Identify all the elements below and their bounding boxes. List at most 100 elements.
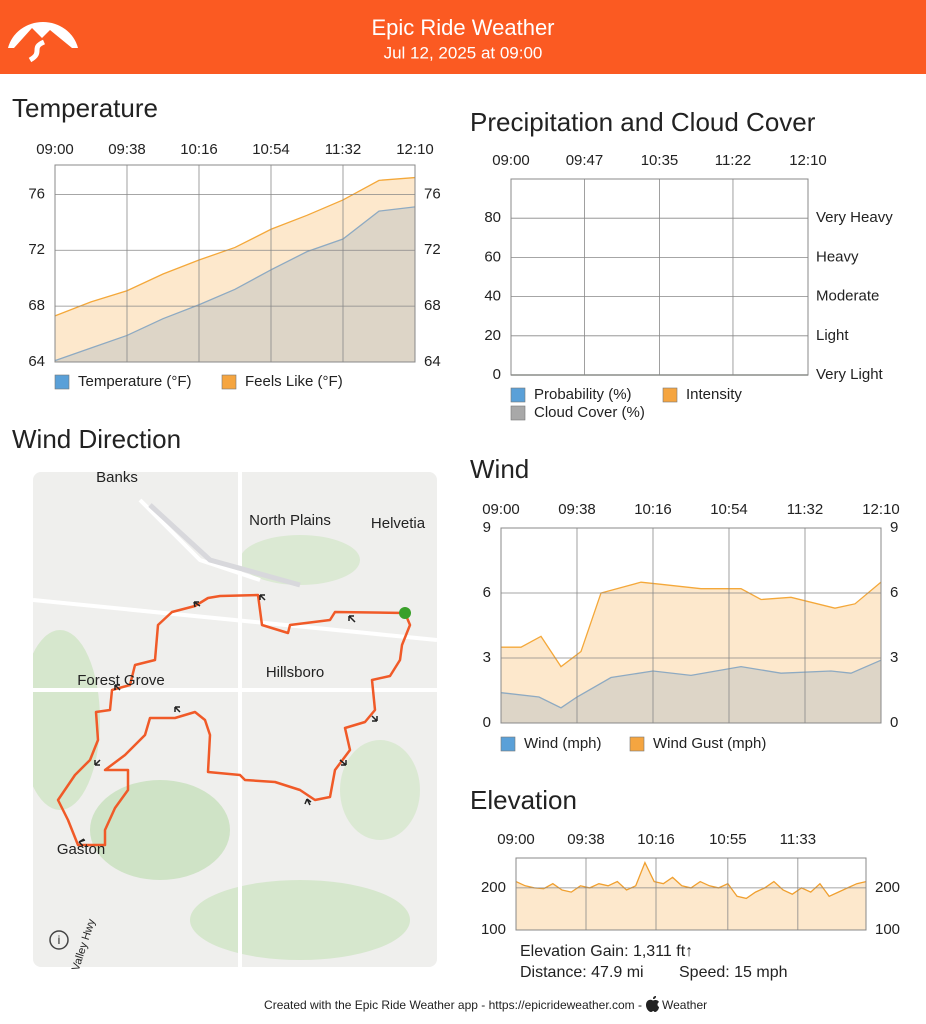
legend-label: Cloud Cover (%): [534, 404, 645, 421]
chart-title: Wind: [470, 454, 529, 484]
chart-title: Temperature: [12, 93, 158, 123]
header-bar: [0, 0, 926, 74]
x-tick-label: 12:10: [789, 152, 827, 169]
x-tick-label: 09:38: [108, 141, 146, 158]
x-tick-label: 10:55: [709, 831, 747, 848]
legend-label: Wind (mph): [524, 735, 602, 752]
y-tick-label: 0: [483, 714, 491, 731]
speed: Speed: 15 mph: [679, 964, 788, 981]
area-line: [500, 659, 882, 709]
y2-tick-label: Very Light: [816, 366, 884, 383]
y-tick-label-right: 68: [424, 297, 441, 314]
distance: Distance: 47.9 mi: [520, 964, 644, 981]
legend-label: Probability (%): [534, 386, 632, 403]
x-tick-label: 12:10: [396, 141, 434, 158]
y-tick-label: 40: [484, 288, 501, 305]
y2-tick-label: Very Heavy: [816, 209, 893, 226]
x-tick-label: 10:16: [634, 501, 672, 518]
y-tick-label: 3: [483, 649, 491, 666]
app-logo: [8, 21, 78, 63]
y-tick-label: 80: [484, 209, 501, 226]
legend-swatch: [510, 405, 526, 421]
x-tick-label: 09:00: [492, 152, 530, 169]
chart-title: Precipitation and Cloud Cover: [470, 107, 816, 137]
x-tick-label: 10:54: [252, 141, 290, 158]
x-tick-label: 11:33: [780, 831, 816, 848]
y-tick-label-right: 64: [424, 353, 441, 370]
svg-text:i: i: [58, 933, 61, 947]
x-tick-label: 09:38: [567, 831, 605, 848]
y2-tick-label: Moderate: [816, 288, 879, 305]
legend-label: Intensity: [686, 386, 742, 403]
chart-title: Elevation: [470, 785, 577, 815]
y2-tick-label: Light: [816, 327, 849, 344]
y-tick-label: 68: [28, 297, 45, 314]
legend-swatch: [500, 736, 516, 752]
y-tick-label: 60: [484, 248, 501, 265]
legend-label: Wind Gust (mph): [653, 735, 766, 752]
y-tick-label: 76: [28, 185, 45, 202]
x-tick-label: 10:35: [641, 152, 679, 169]
plot-border: [510, 178, 809, 376]
y-tick-label-right: 9: [890, 519, 898, 536]
app-title: Epic Ride Weather: [371, 15, 554, 40]
y-tick-label: 72: [28, 241, 45, 258]
place-label: Forest Grove: [77, 672, 165, 689]
legend-swatch: [629, 736, 645, 752]
y-tick-label: 100: [481, 921, 506, 938]
x-tick-label: 09:00: [482, 501, 520, 518]
y-tick-label-right: 6: [890, 584, 898, 601]
place-label: Helvetia: [371, 515, 426, 532]
x-tick-label: 11:32: [787, 501, 823, 518]
place-label: Gaston: [57, 841, 105, 858]
plot-border: [500, 527, 882, 724]
elevation-gain: Elevation Gain: 1,311 ft↑: [520, 943, 693, 960]
y-tick-label-right: 0: [890, 714, 898, 731]
x-tick-label: 12:10: [862, 501, 900, 518]
plot-border: [515, 857, 867, 931]
map-title: Wind Direction: [12, 424, 181, 454]
y-tick-label-right: 3: [890, 649, 898, 666]
x-tick-label: 09:00: [36, 141, 74, 158]
apple-logo: [646, 996, 659, 1012]
footer-credit: Created with the Epic Ride Weather app -…: [264, 998, 642, 1012]
x-tick-label: 09:47: [566, 152, 604, 169]
y2-tick-label: Heavy: [816, 248, 859, 265]
y-tick-label: 20: [484, 327, 501, 344]
area-line: [54, 176, 416, 317]
y-tick-label: 0: [493, 366, 501, 383]
x-tick-label: 11:22: [715, 152, 751, 169]
y-tick-label-right: 100: [875, 921, 900, 938]
x-tick-label: 11:32: [325, 141, 361, 158]
y-tick-label: 200: [481, 879, 506, 896]
x-tick-label: 09:38: [558, 501, 596, 518]
y-tick-label: 64: [28, 353, 45, 370]
plot-border: [54, 164, 416, 363]
x-tick-label: 10:16: [637, 831, 675, 848]
area-fill: [516, 862, 866, 930]
route-map: i: [33, 472, 437, 967]
y-tick-label: 9: [483, 519, 491, 536]
place-label: North Plains: [249, 512, 331, 529]
legend-swatch: [662, 387, 678, 403]
x-tick-label: 10:54: [710, 501, 748, 518]
x-tick-label: 10:16: [180, 141, 218, 158]
map-labels: Banks North Plains Helvetia Forest Grove…: [57, 469, 426, 972]
footer-brand: Weather: [662, 998, 707, 1012]
place-label: Hillsboro: [266, 664, 324, 681]
legend-label: Feels Like (°F): [245, 373, 343, 390]
y-tick-label-right: 76: [424, 185, 441, 202]
y-tick-label-right: 200: [875, 879, 900, 896]
legend-swatch: [510, 387, 526, 403]
legend-swatch: [221, 374, 237, 390]
y-tick-label: 6: [483, 584, 491, 601]
area-line: [501, 581, 882, 668]
area-fill: [501, 660, 881, 723]
ride-date: Jul 12, 2025 at 09:00: [384, 43, 543, 62]
legend-label: Temperature (°F): [78, 373, 192, 390]
legend-swatch: [54, 374, 70, 390]
area-line: [54, 206, 416, 362]
y-tick-label-right: 72: [424, 241, 441, 258]
place-label: Banks: [96, 469, 138, 486]
